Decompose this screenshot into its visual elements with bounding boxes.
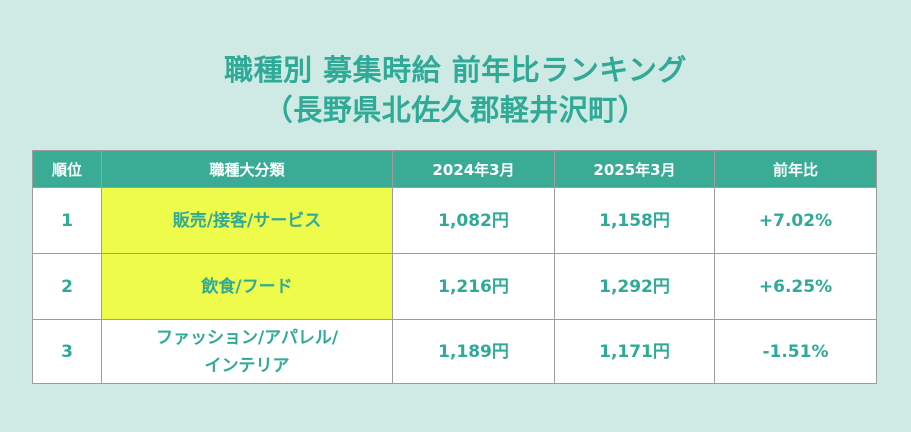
ranking-table: 順位 職種大分類 2024年3月 2025年3月 前年比 1 販売/接客/サービ… [32,150,877,384]
page-subtitle: （長野県北佐久郡軽井沢町） [263,93,648,127]
category-cell: ファッション/アパレル/ インテリア [101,319,393,384]
wage-2025-cell: 1,158円 [554,187,715,254]
table-row: 1 販売/接客/サービス 1,082円 1,158円 +7.02% [32,187,877,254]
wage-2024-cell: 1,216円 [392,253,555,320]
header-wage-2025: 2025年3月 [554,150,715,188]
header-wage-2024: 2024年3月 [392,150,555,188]
change-cell: +6.25% [714,253,877,320]
category-line-1: ファッション/アパレル/ [155,327,339,348]
rank-cell: 3 [32,319,102,384]
table-header-row: 順位 職種大分類 2024年3月 2025年3月 前年比 [32,150,877,188]
table-row: 3 ファッション/アパレル/ インテリア 1,189円 1,171円 -1.51… [32,319,877,384]
rank-cell: 1 [32,187,102,254]
wage-2025-cell: 1,292円 [554,253,715,320]
wage-2024-cell: 1,189円 [392,319,555,384]
category-cell: 販売/接客/サービス [101,187,393,254]
wage-2025-cell: 1,171円 [554,319,715,384]
category-line-2: インテリア [204,355,290,376]
header-rank: 順位 [32,150,102,188]
wage-2024-cell: 1,082円 [392,187,555,254]
category-cell: 飲食/フード [101,253,393,320]
rank-cell: 2 [32,253,102,320]
header-change: 前年比 [714,150,877,188]
page-title: 職種別 募集時給 前年比ランキング [224,53,687,87]
change-cell: +7.02% [714,187,877,254]
table-row: 2 飲食/フード 1,216円 1,292円 +6.25% [32,253,877,320]
change-cell: -1.51% [714,319,877,384]
header-category: 職種大分類 [101,150,393,188]
